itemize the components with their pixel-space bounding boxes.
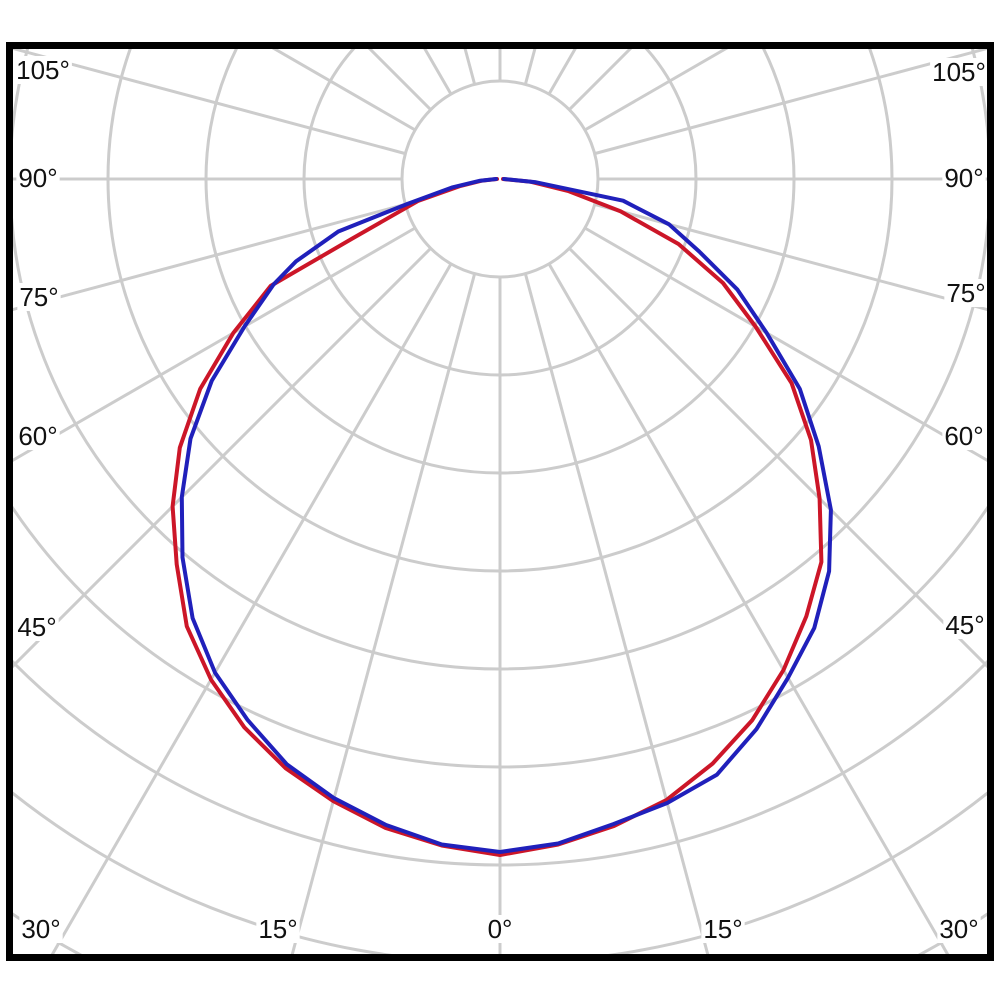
grid-spoke [13,226,416,462]
angle-label-backing [485,915,515,943]
chart-frame [6,42,994,961]
angle-label: 45° [945,610,984,640]
grid-spoke [547,263,950,954]
angle-label-backing [701,915,745,943]
angle-label: 15° [258,914,297,944]
angle-label-backing [256,915,300,943]
angle-label: 75° [946,278,985,308]
grid-spoke [290,273,477,954]
angle-label-backing [16,422,60,450]
grid-spoke [13,49,406,156]
angle-label: 45° [17,612,56,642]
angle-label-backing [937,915,981,943]
grid-spoke [13,247,432,669]
grid-spoke [568,247,987,669]
angle-label: 60° [18,421,57,451]
angle-label-backing [942,164,986,192]
grid-spoke [13,202,406,312]
red-curve [170,177,824,857]
angle-label-backing [17,283,61,311]
angle-label-backing [943,611,987,639]
grid-ring [400,79,600,279]
angle-label: 75° [19,282,58,312]
angle-label-backing [14,56,72,84]
grid-spoke [50,263,453,954]
angle-label-backing [16,164,60,192]
grid-spoke [523,273,710,954]
angle-label-backing [930,58,988,86]
blue-curve [179,177,833,854]
angle-label: 15° [703,914,742,944]
angle-label: 105° [932,57,986,87]
angle-label-backing [942,422,986,450]
angle-label: 60° [944,421,983,451]
angle-label: 30° [21,914,60,944]
grid-spoke [584,226,987,462]
grid-spoke [594,202,987,312]
angle-label-backing [15,613,59,641]
grid-spoke [568,49,633,111]
angle-label: 90° [18,163,57,193]
angle-label: 90° [944,163,983,193]
angle-label-backing [19,915,63,943]
grid-spoke [594,49,987,156]
angle-label: 0° [488,914,513,944]
angle-label-backing [944,279,988,307]
angle-label: 105° [16,55,70,85]
angle-label: 30° [939,914,978,944]
